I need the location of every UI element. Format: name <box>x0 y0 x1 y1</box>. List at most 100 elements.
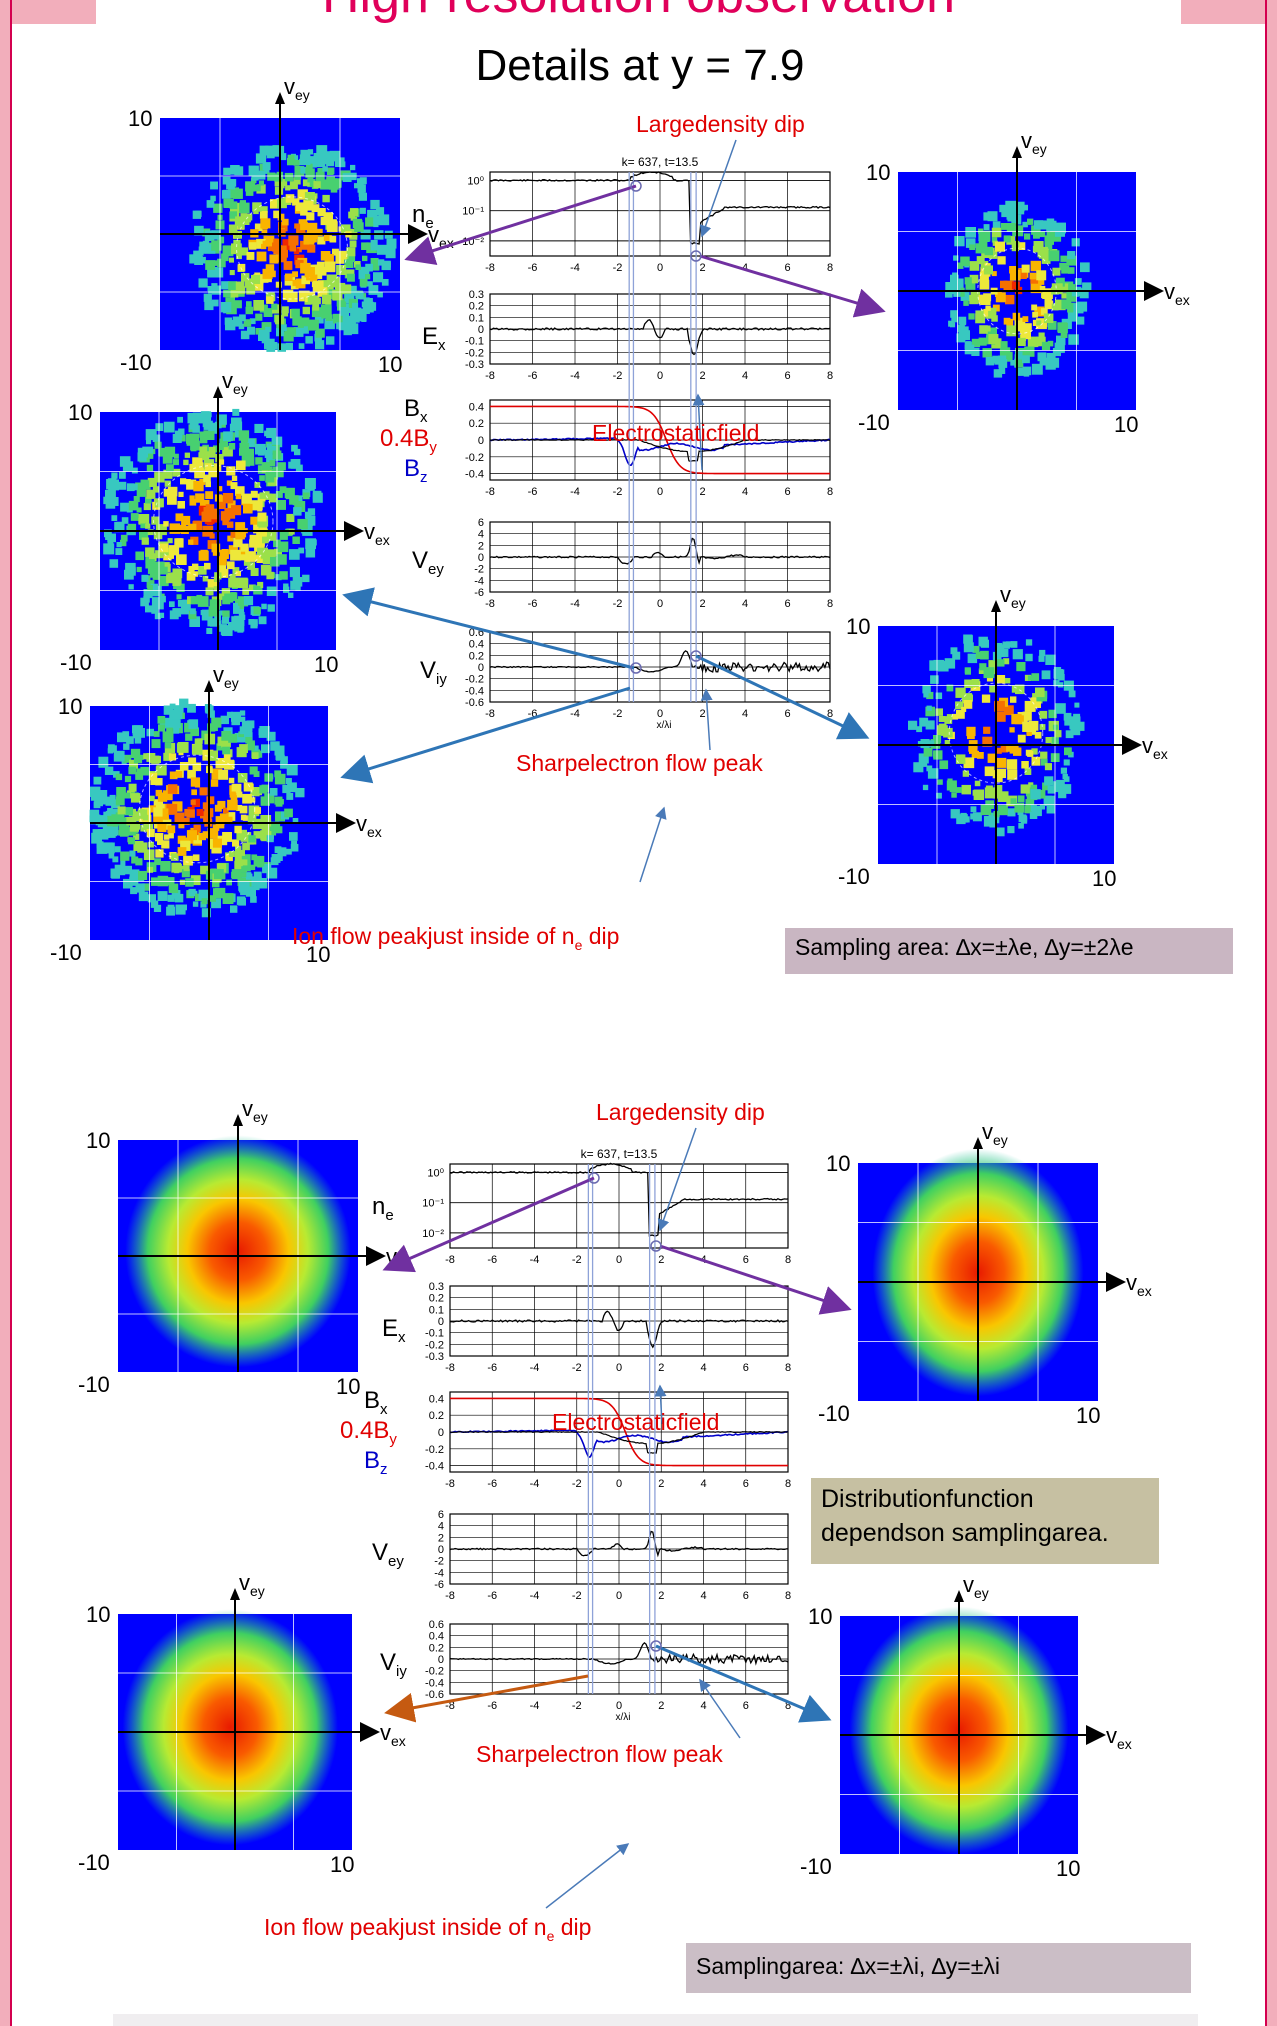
phase-density-cell <box>255 328 262 335</box>
phase-label-vey: vey <box>239 1570 265 1599</box>
phase-density-cell <box>173 453 179 459</box>
phase-density-cell <box>208 467 219 478</box>
phase-density-cell <box>225 853 233 862</box>
phase-density-cell <box>241 872 252 882</box>
phase-density-cell <box>303 234 315 245</box>
phase-density-cell <box>180 478 187 485</box>
phase-density-cell <box>250 787 260 797</box>
phase-density-cell <box>964 277 972 285</box>
plot-x-tick: -8 <box>445 1254 455 1266</box>
plot-y-tick: 0 <box>478 662 484 674</box>
phase-density-cell <box>263 308 273 317</box>
phase-density-cell <box>240 814 247 821</box>
phase-label-top: 10 <box>128 106 152 131</box>
phase-density-cell <box>240 436 248 444</box>
phase-density-cell <box>982 736 993 747</box>
phase-density-cell <box>240 543 249 552</box>
pointer-electron-peak-2 <box>699 1678 741 1739</box>
plot-x-tick: 6 <box>743 1362 749 1374</box>
phase-density-cell <box>1006 759 1018 770</box>
phase-density-cell <box>231 243 242 255</box>
phase-density-cell <box>1055 299 1066 311</box>
phase-density-cell <box>1054 669 1065 680</box>
plot-x-tick: 8 <box>827 598 833 610</box>
plot-x-tick: -8 <box>485 598 495 610</box>
phase-density-cell <box>1041 255 1051 264</box>
phase-density-cell <box>964 344 975 355</box>
phase-density-cell <box>294 223 300 229</box>
plot-y-tick: -0.1 <box>425 1328 444 1340</box>
phase-density-cell <box>298 547 305 554</box>
phase-density-cell <box>1034 306 1045 317</box>
phase-density-cell <box>1036 318 1047 330</box>
phase-density-cell <box>1020 326 1031 337</box>
phase-density-cell <box>230 905 238 913</box>
phase-density-cell <box>190 875 201 886</box>
phase-density-cell <box>1000 223 1008 230</box>
plot-x-tick: -6 <box>528 262 538 274</box>
marker-circle <box>630 180 642 192</box>
phase-density-cell <box>1000 649 1009 658</box>
phase-density-cell <box>152 486 160 493</box>
phase-density-cell <box>277 462 286 471</box>
phase-density-cell <box>238 881 250 893</box>
marker-circle <box>588 1172 600 1184</box>
phase-density-cell <box>213 888 223 898</box>
phase-density-cell <box>980 804 992 816</box>
phase-density-cell <box>155 524 167 536</box>
phase-density-cell <box>1030 282 1042 294</box>
phase-density-cell <box>240 716 246 722</box>
phase-density-cell <box>307 176 314 183</box>
phase-density-cell <box>155 849 164 858</box>
phase-density-cell <box>1025 799 1035 808</box>
phase-density-cell <box>1030 784 1038 792</box>
phase-density-cell <box>302 179 310 187</box>
phase-density-cell <box>186 433 196 444</box>
phase-density-cell <box>253 281 264 291</box>
phase-density-cell <box>250 490 258 498</box>
phase-density-cell <box>192 854 200 861</box>
phase-density-cell <box>1013 747 1022 756</box>
phase-density-cell <box>260 830 271 841</box>
phase-density-cell <box>146 580 155 588</box>
phase-density-cell <box>198 889 209 901</box>
plot-x-tick: -6 <box>487 1362 497 1374</box>
phase-density-cell <box>357 314 365 321</box>
plot-stack: k= 637, t=13.510⁰10⁻¹10⁻²-8-6-4-2024680.… <box>340 1147 791 1723</box>
phase-density-cell <box>177 501 185 509</box>
plot-x-tick: -2 <box>613 486 623 498</box>
phase-density-cell <box>107 539 114 546</box>
plot-x-tick: 2 <box>658 1590 664 1602</box>
phase-density-cell <box>975 243 986 254</box>
phase-density-cell <box>295 202 305 212</box>
phase-density-cell <box>118 471 126 479</box>
phase-density-cell <box>241 866 248 873</box>
phase-density-cell <box>1011 243 1019 252</box>
phase-density-cell <box>342 173 352 182</box>
phase-density-cell <box>222 616 230 624</box>
phase-density-cell <box>979 230 991 242</box>
phase-density-cell <box>300 208 308 216</box>
phase-density-cell <box>983 265 993 275</box>
plot-y-tick: 0 <box>438 1654 444 1666</box>
phase-density-cell <box>323 212 333 222</box>
phase-density-cell <box>995 644 1005 654</box>
phase-density-cell <box>300 166 308 174</box>
phase-density-cell <box>174 812 185 823</box>
phase-density-cell <box>275 811 285 822</box>
phase-density-cell <box>1067 311 1078 322</box>
phase-density-cell <box>226 480 233 486</box>
phase-density-cell <box>154 561 165 572</box>
phase-density-cell <box>255 457 263 465</box>
phase-density-cell <box>292 279 299 287</box>
phase-density-cell <box>114 864 126 876</box>
phase-density-cell <box>967 653 978 664</box>
label-ex: Ex <box>382 1315 406 1346</box>
phase-density-cell <box>1034 731 1042 739</box>
plot-x-tick: 0 <box>616 1590 622 1602</box>
phase-density-cell <box>227 799 238 811</box>
phase-density-cell <box>1053 781 1064 793</box>
phase-density-cell <box>378 214 390 226</box>
